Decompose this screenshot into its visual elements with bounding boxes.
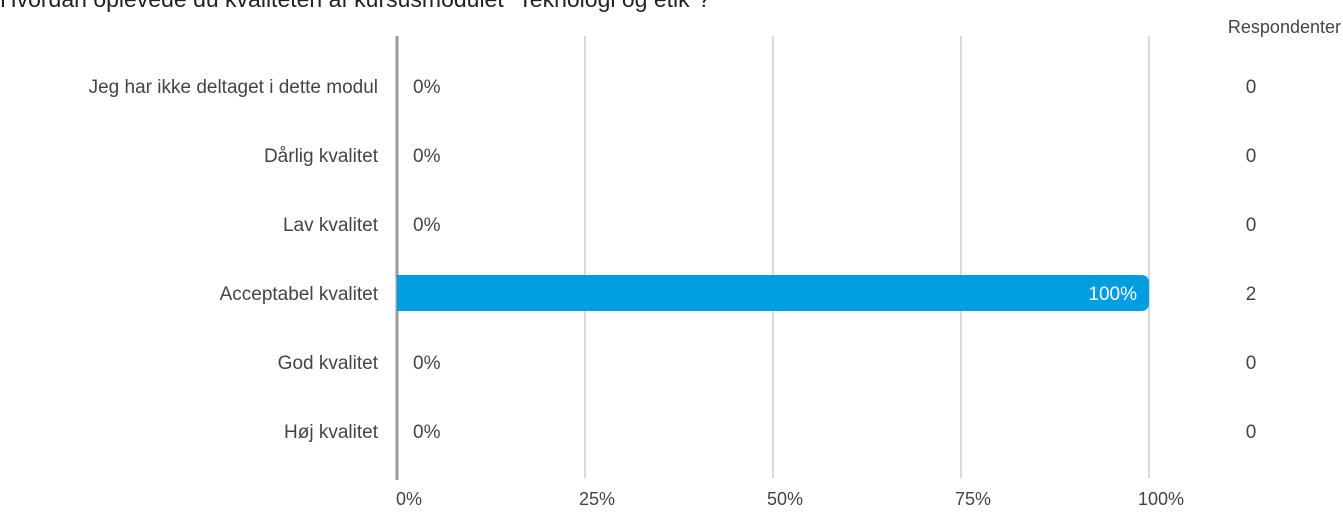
data-label: 0% (413, 353, 441, 374)
category-label: Lav kvalitet (283, 215, 379, 236)
gridlines (395, 36, 1150, 480)
respondent-count: 0 (1246, 422, 1257, 443)
x-tick-label: 50% (767, 489, 803, 509)
data-label: 0% (413, 215, 441, 236)
category-label: Acceptabel kvalitet (220, 284, 379, 305)
bar (397, 275, 1149, 311)
respondent-count: 0 (1246, 215, 1257, 236)
category-label: God kvalitet (278, 353, 379, 374)
category-label: Høj kvalitet (284, 422, 379, 443)
bars (397, 275, 1149, 311)
chart-title: Hvordan oplevede du kvaliteten af kursus… (0, 0, 711, 13)
respondent-count: 0 (1246, 146, 1257, 167)
data-label: 0% (413, 146, 441, 167)
respondent-count: 0 (1246, 77, 1257, 98)
x-tick-label: 75% (955, 489, 991, 509)
x-tick-label: 25% (579, 489, 615, 509)
labels: 0% 25% 50% 75% 100% Jeg har ikke deltaget i d… (89, 77, 1257, 509)
data-label: 0% (413, 422, 441, 443)
respondent-count: 0 (1246, 353, 1257, 374)
data-label: 0% (413, 77, 441, 98)
category-label: Jeg har ikke deltaget i dette modul (89, 77, 378, 98)
respondent-count: 2 (1246, 284, 1257, 305)
respondents-header: Respondenter (1227, 17, 1341, 37)
category-label: Dårlig kvalitet (264, 146, 379, 167)
data-label: 100% (1088, 284, 1137, 305)
x-tick-label: 0% (396, 489, 422, 509)
x-tick-label: 100% (1138, 489, 1184, 509)
